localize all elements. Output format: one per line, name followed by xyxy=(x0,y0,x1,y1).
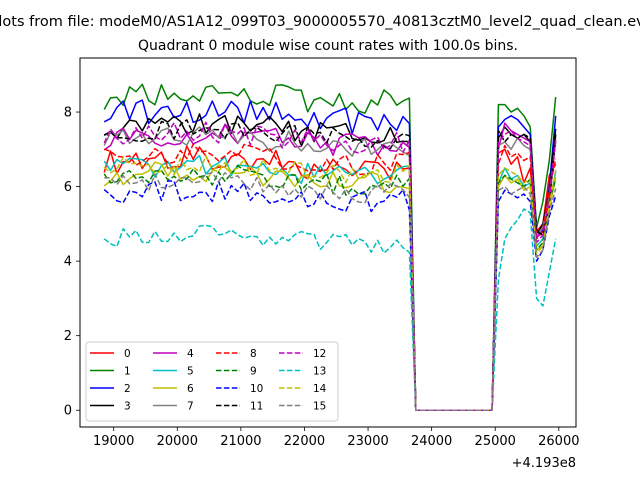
axes-title: Quadrant 0 module wise count rates with … xyxy=(138,38,518,54)
x-offset-label: +4.193e8 xyxy=(512,456,576,471)
legend-label-15: 15 xyxy=(313,401,326,413)
legend-label-2: 2 xyxy=(124,383,131,395)
y-tick-label: 8 xyxy=(64,106,72,121)
x-tick-label: 21000 xyxy=(220,434,261,449)
x-axis: 19000 20000 21000 22000 23000 24000 25000 26000 xyxy=(93,427,580,449)
legend-label-13: 13 xyxy=(313,366,326,378)
legend-label-14: 14 xyxy=(313,383,327,395)
axes-frame xyxy=(79,57,577,428)
x-tick-label: 20000 xyxy=(157,434,198,449)
y-tick-label: 0 xyxy=(64,404,72,419)
legend-label-1: 1 xyxy=(124,366,131,378)
legend-label-9: 9 xyxy=(250,366,257,378)
y-tick-label: 2 xyxy=(64,329,72,344)
legend-label-4: 4 xyxy=(187,348,194,360)
y-axis: 0 2 4 6 8 xyxy=(64,106,80,419)
legend-label-12: 12 xyxy=(313,348,326,360)
legend-label-3: 3 xyxy=(124,401,131,413)
plot-lines xyxy=(103,83,557,411)
x-tick-label: 24000 xyxy=(411,434,452,449)
y-tick-label: 6 xyxy=(64,180,72,195)
legend-label-5: 5 xyxy=(187,366,194,378)
x-tick-label: 19000 xyxy=(93,434,134,449)
series-line-9 xyxy=(103,165,557,411)
x-tick-label: 23000 xyxy=(347,434,388,449)
legend-label-0: 0 xyxy=(124,348,131,360)
x-tick-label: 22000 xyxy=(284,434,325,449)
legend-label-10: 10 xyxy=(250,383,263,395)
legend-label-11: 11 xyxy=(250,401,263,413)
x-tick-label: 26000 xyxy=(538,434,579,449)
legend-label-8: 8 xyxy=(250,348,257,360)
legend-label-6: 6 xyxy=(187,383,194,395)
legend-label-7: 7 xyxy=(187,401,194,413)
legend-box xyxy=(85,341,339,422)
y-tick-label: 4 xyxy=(64,255,72,270)
series-line-15 xyxy=(104,172,557,411)
x-tick-label: 25000 xyxy=(475,434,516,449)
figure-suptitle: Plots from file: modeM0/AS1A12_099T03_90… xyxy=(0,14,640,30)
